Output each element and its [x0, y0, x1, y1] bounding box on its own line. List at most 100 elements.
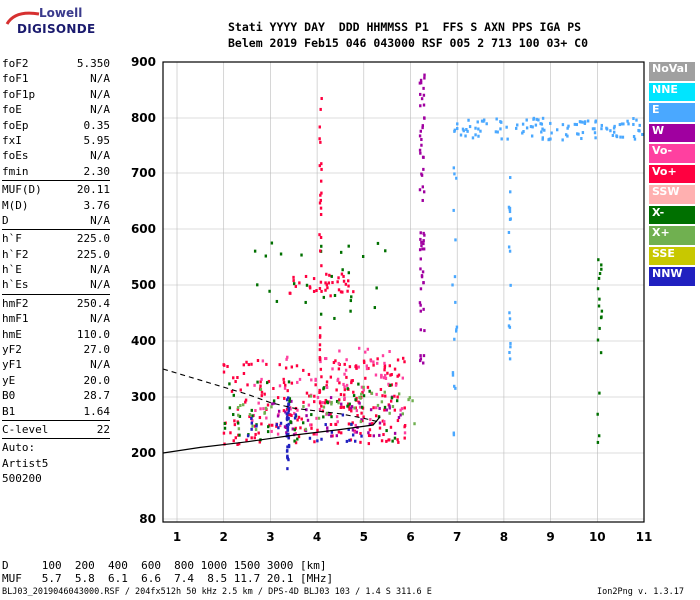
- echo-point: [236, 406, 240, 410]
- echo-point: [382, 376, 386, 380]
- echo-point: [347, 279, 350, 283]
- echo-point: [400, 407, 404, 411]
- echo-point: [310, 426, 313, 430]
- echo-point: [621, 135, 625, 139]
- echo-point: [330, 402, 333, 406]
- echo-point: [599, 351, 603, 355]
- echo-point: [335, 388, 338, 392]
- echo-point: [635, 118, 638, 122]
- echo-point: [308, 286, 312, 290]
- echo-point: [294, 413, 297, 417]
- echo-point: [354, 439, 357, 443]
- echo-point: [359, 440, 362, 444]
- profile-dashed-line: [162, 368, 381, 423]
- echo-point: [419, 359, 422, 363]
- echo-point: [242, 403, 245, 407]
- distance-row: D 100 200 400 600 800 1000 1500 3000 [km…: [2, 559, 327, 572]
- echo-point: [321, 409, 325, 413]
- echo-point: [307, 372, 311, 376]
- echo-point: [356, 414, 359, 418]
- echo-point: [379, 387, 383, 391]
- echo-point: [376, 357, 379, 361]
- echo-point: [508, 325, 512, 329]
- echo-point: [419, 354, 422, 358]
- echo-point: [496, 130, 499, 134]
- header-fields: Stati YYYY DAY DDD HHMMSS P1 FFS S AXN P…: [228, 20, 582, 34]
- echo-point: [222, 431, 226, 435]
- echo-point: [319, 235, 323, 239]
- echo-point: [300, 417, 303, 421]
- echo-point: [508, 217, 512, 221]
- echo-point: [336, 420, 339, 424]
- echo-point: [541, 136, 544, 140]
- echo-point: [422, 103, 426, 107]
- param-value: N/A: [90, 103, 110, 117]
- echo-point: [550, 131, 553, 135]
- echo-point: [508, 317, 512, 321]
- echo-point: [507, 245, 511, 249]
- echo-point: [396, 395, 399, 399]
- echo-point: [619, 135, 622, 139]
- echo-point: [383, 408, 386, 412]
- echo-point: [474, 126, 477, 130]
- echo-point: [359, 431, 362, 435]
- echo-point: [522, 130, 525, 134]
- echo-point: [284, 366, 288, 370]
- echo-point: [319, 140, 322, 144]
- y-tick-label: 600: [131, 222, 156, 236]
- grid: [163, 61, 645, 522]
- echo-point: [529, 125, 533, 129]
- echo-point: [256, 283, 259, 287]
- echo-point: [418, 301, 422, 305]
- legend-nne: NNE: [649, 82, 695, 101]
- echo-point: [279, 252, 283, 256]
- echo-point: [315, 416, 318, 420]
- footer-file-info: BLJ03_2019046043000.RSF / 204fx512h 50 k…: [2, 587, 432, 597]
- echo-point: [350, 295, 353, 299]
- echo-point: [541, 116, 545, 120]
- param-separator: [2, 293, 110, 295]
- echo-point: [403, 431, 407, 435]
- plot-frame: [162, 61, 645, 523]
- echo-point: [423, 116, 426, 120]
- x-tick-label: 5: [360, 530, 368, 544]
- param-row: foF1p N/A: [2, 87, 110, 102]
- echo-point: [641, 132, 644, 136]
- echo-point: [348, 365, 352, 369]
- echo-point: [320, 97, 323, 101]
- echo-point: [348, 407, 351, 411]
- echo-point: [256, 359, 260, 363]
- echo-point: [390, 396, 394, 400]
- echo-point: [376, 361, 379, 365]
- echo-point: [250, 362, 253, 366]
- header-values: Belem 2019 Feb15 046 043000 RSF 005 2 71…: [228, 36, 589, 50]
- param-row: h`F2 225.0: [2, 247, 110, 262]
- param-row: B1 1.64: [2, 404, 110, 419]
- param-value: N/A: [90, 213, 110, 227]
- echo-point: [346, 289, 349, 293]
- echo-point: [376, 241, 380, 245]
- param-key: h`E: [2, 263, 22, 277]
- echo-point: [251, 414, 254, 418]
- echo-point: [365, 367, 369, 371]
- echo-point: [337, 367, 341, 371]
- param-key: M(D): [2, 198, 29, 212]
- echo-point: [258, 416, 262, 420]
- echo-point: [329, 375, 333, 379]
- echo-point: [236, 407, 240, 411]
- echo-point: [323, 401, 327, 405]
- echo-point: [368, 389, 371, 393]
- echo-point: [318, 286, 322, 290]
- echo-point: [247, 363, 251, 367]
- echo-point: [453, 337, 456, 341]
- echo-point: [418, 188, 422, 192]
- echo-point: [229, 431, 232, 435]
- echo-point: [275, 424, 278, 428]
- echo-point: [422, 247, 426, 251]
- echo-point: [362, 415, 365, 419]
- echo-point: [354, 364, 358, 368]
- echo-point: [325, 385, 329, 389]
- echo-point: [344, 282, 348, 286]
- echo-point: [419, 267, 422, 271]
- echo-point: [348, 402, 351, 406]
